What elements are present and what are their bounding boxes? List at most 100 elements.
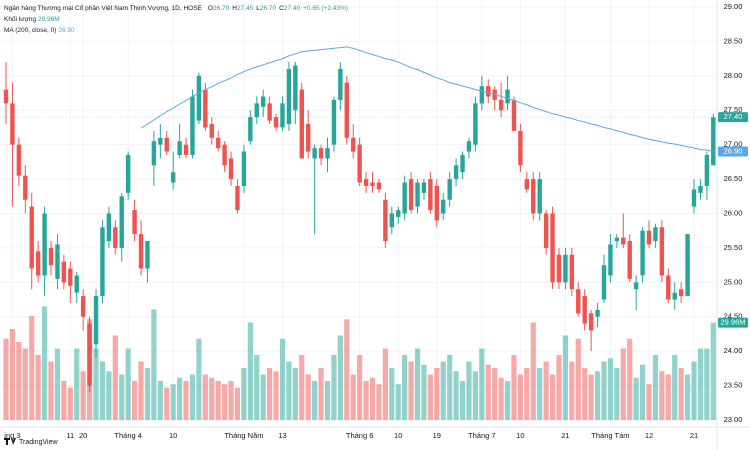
volume-bar — [99, 361, 106, 420]
volume-bar — [369, 377, 376, 420]
price-tag-bg — [718, 112, 748, 123]
candle-body — [145, 241, 150, 269]
candle-body — [486, 86, 491, 97]
volume-bar — [537, 368, 543, 420]
candle-body — [280, 103, 285, 128]
x-tick-label: Tháng Năm — [224, 431, 263, 440]
candle-body — [653, 227, 658, 242]
candle-body — [170, 172, 176, 183]
candle-body — [524, 179, 530, 190]
readout-key: C — [279, 5, 284, 12]
y-tick-label: 24.00 — [724, 346, 743, 355]
candle-body — [125, 154, 131, 193]
x-tick-label: 11 — [66, 431, 74, 440]
volume-bar — [639, 364, 646, 420]
y-tick-label: 23.50 — [724, 381, 743, 390]
volume-bar — [138, 361, 144, 420]
volume-bar — [48, 361, 54, 420]
volume-bar — [144, 368, 151, 420]
volume-bar — [556, 355, 562, 420]
candle-body — [164, 137, 169, 152]
candle-body — [222, 144, 227, 166]
candle-body — [338, 68, 343, 100]
x-tick-label: 10 — [516, 431, 524, 440]
candle-body — [261, 96, 266, 107]
volume-bar — [665, 374, 671, 420]
candle-body — [569, 254, 575, 290]
volume-bar — [209, 377, 215, 420]
chart-title: Ngân hàng Thương mại Cổ phần Việt Nam Th… — [4, 3, 348, 12]
candle-body — [177, 141, 182, 155]
ma-line — [140, 46, 714, 153]
ma-label: MA (200, close, 0) — [4, 27, 56, 34]
candle-body — [42, 213, 47, 276]
candle-body — [518, 130, 523, 166]
volume-bar — [215, 381, 221, 420]
candle-body — [421, 182, 427, 193]
volume-bar — [331, 355, 337, 420]
volume-bar — [402, 355, 408, 420]
candle-body — [646, 230, 652, 245]
candle-body — [621, 237, 626, 245]
volume-bar — [61, 381, 67, 420]
volume-bar — [697, 348, 704, 420]
candle-body — [685, 234, 690, 297]
volume-bar — [35, 355, 41, 420]
volume-bar — [305, 374, 311, 420]
volume-bar — [363, 381, 369, 420]
volume-bar — [607, 358, 614, 420]
volume-bar — [151, 309, 157, 420]
candle-body — [74, 275, 79, 293]
candle-body — [273, 117, 279, 128]
volume-bar — [93, 348, 99, 420]
y-tick-label: 27.50 — [724, 105, 743, 114]
volume-bar — [652, 355, 659, 420]
ma-tag-bg — [718, 146, 748, 157]
candle-body — [138, 234, 144, 269]
candle-body — [209, 124, 214, 138]
volume-bar — [132, 381, 138, 420]
x-tick-label: 21 — [690, 431, 698, 440]
volume-bar — [620, 348, 626, 420]
candle-body — [23, 175, 28, 200]
x-tick-label: Tháng 7 — [468, 431, 496, 440]
candle-body — [691, 189, 697, 207]
volume-bar — [74, 348, 80, 420]
volume-bar — [492, 368, 498, 420]
volume-bar — [286, 361, 292, 420]
y-tick-label: 27.00 — [724, 140, 743, 149]
candle-body — [633, 282, 639, 290]
candle-body — [447, 179, 452, 200]
volume-bar — [29, 316, 35, 420]
candle-body — [235, 185, 240, 211]
candle-body — [203, 89, 208, 128]
candle-body — [29, 206, 34, 269]
candle-body — [434, 185, 440, 221]
x-tick-label: 10 — [169, 431, 177, 440]
volume-bar — [588, 374, 594, 420]
readout-value: 27.45 — [237, 5, 254, 12]
volume-bar — [318, 368, 324, 420]
volume-bar — [691, 361, 697, 420]
volume-bar — [80, 371, 86, 420]
logo-icon — [4, 438, 16, 445]
candle-body — [93, 296, 99, 345]
volume-bar — [421, 364, 427, 420]
volume-bar — [479, 348, 485, 420]
volume-bar — [549, 374, 556, 420]
candle-body — [466, 141, 472, 152]
volume-bar — [254, 355, 260, 420]
candle-body — [370, 182, 375, 186]
candle-body — [10, 103, 15, 145]
candle-body — [588, 313, 594, 331]
candle-body — [48, 247, 54, 266]
volume-bar — [569, 361, 575, 420]
volume-bar — [601, 361, 607, 420]
candle-body — [357, 144, 362, 183]
logo-text: TradingView — [19, 439, 58, 446]
volume-bar — [106, 371, 112, 420]
volume-bar — [710, 322, 716, 420]
volume-bar — [395, 384, 401, 420]
x-tick-label: 20 — [79, 431, 87, 440]
candle-body — [87, 323, 92, 386]
